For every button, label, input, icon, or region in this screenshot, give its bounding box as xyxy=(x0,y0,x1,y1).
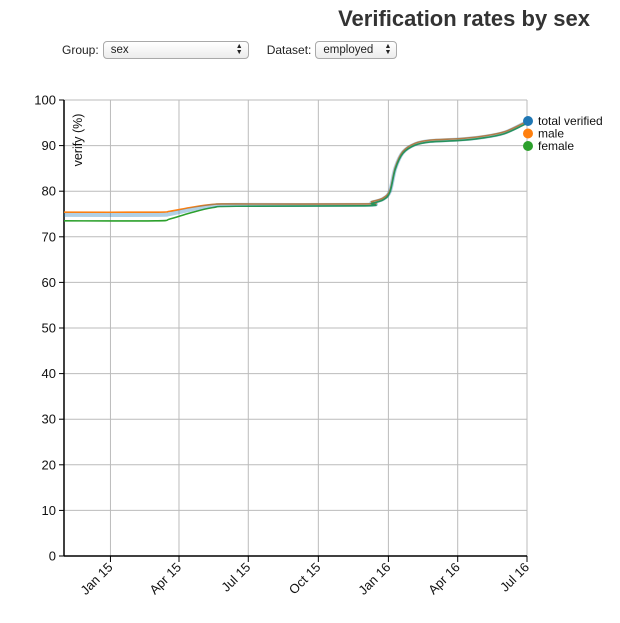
legend-label: female xyxy=(538,139,574,153)
group-select-value: sex xyxy=(110,44,129,56)
controls-bar: Group: sex ▲ ▼ Dataset: employed ▲ ▼ xyxy=(62,41,415,59)
y-tick-label: 10 xyxy=(42,503,56,518)
y-axis-label: verify (%) xyxy=(71,114,85,167)
legend-label: male xyxy=(538,127,564,141)
legend-marker xyxy=(523,141,533,151)
x-tick-label: Jan 16 xyxy=(355,560,393,598)
chart-title: Verification rates by sex xyxy=(338,6,590,31)
y-tick-label: 40 xyxy=(42,366,56,381)
dataset-select-value: employed xyxy=(323,44,374,56)
group-label: Group: xyxy=(62,43,99,57)
series-line-total-verified xyxy=(63,120,528,217)
series-line-male xyxy=(63,120,528,214)
y-tick-label: 50 xyxy=(42,321,56,336)
x-tick-label: Oct 15 xyxy=(286,560,324,598)
y-tick-label: 30 xyxy=(42,412,56,427)
group-select[interactable]: sex ▲ ▼ xyxy=(102,41,249,59)
legend-label: total verified xyxy=(538,114,603,128)
y-tick-label: 100 xyxy=(34,93,56,108)
x-tick-label: Apr 16 xyxy=(425,560,463,598)
y-tick-label: 0 xyxy=(49,549,56,564)
x-tick-label: Apr 15 xyxy=(146,560,184,598)
dataset-label: Dataset: xyxy=(266,43,312,57)
dataset-control: Dataset: employed ▲ ▼ xyxy=(267,41,398,59)
y-tick-label: 90 xyxy=(42,138,56,153)
select-arrows-icon: ▲ ▼ xyxy=(384,43,392,56)
series-line-female xyxy=(63,122,528,222)
y-tick-label: 80 xyxy=(42,184,56,199)
x-tick-label: Jan 15 xyxy=(77,560,115,598)
x-tick-label: Jul 16 xyxy=(497,560,532,595)
legend-marker xyxy=(523,116,533,126)
x-tick-label: Jul 15 xyxy=(218,560,253,595)
y-tick-label: 70 xyxy=(42,229,56,244)
y-tick-label: 60 xyxy=(42,275,56,290)
select-arrows-icon: ▲ ▼ xyxy=(235,43,243,56)
legend-marker xyxy=(523,128,533,139)
dataset-select[interactable]: employed ▲ ▼ xyxy=(315,41,398,59)
y-tick-label: 20 xyxy=(42,457,56,472)
group-control: Group: sex ▲ ▼ xyxy=(62,41,249,59)
